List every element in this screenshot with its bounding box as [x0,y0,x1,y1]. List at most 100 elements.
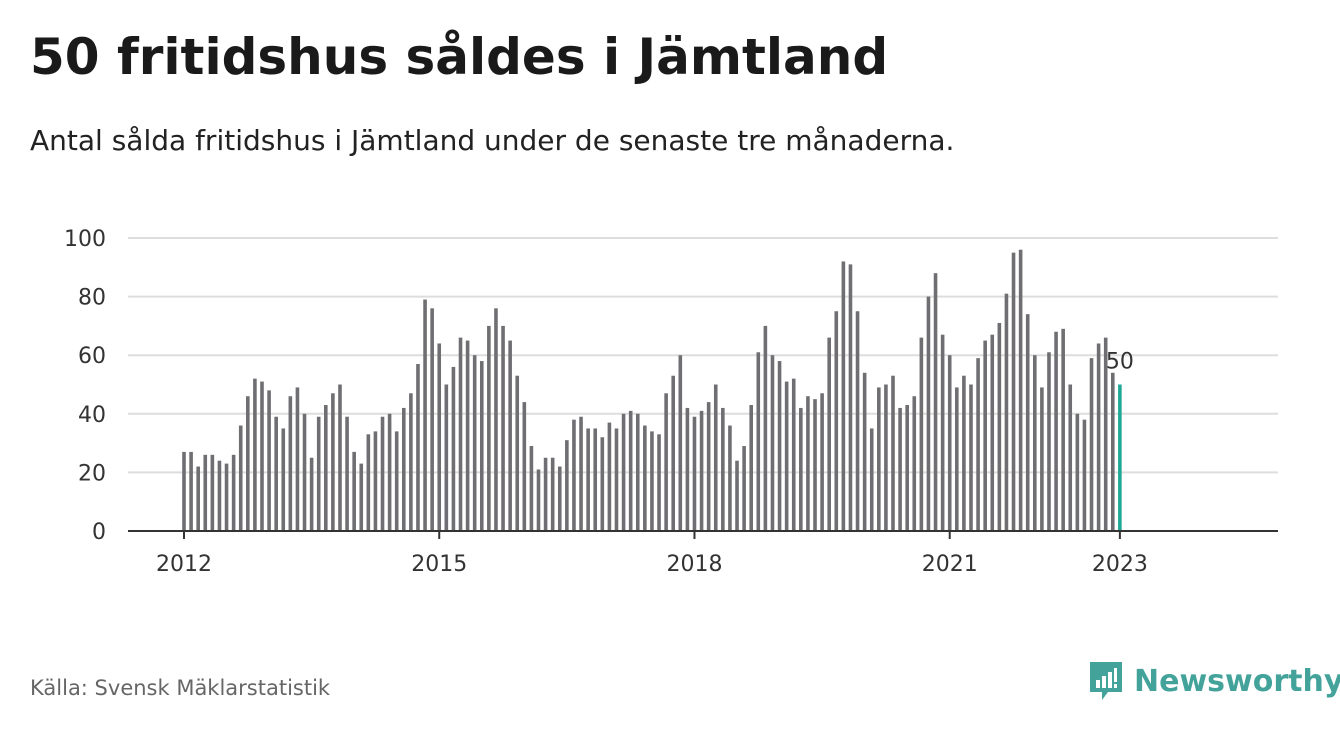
x-axis-ticks: 2012 2015 2018 2021 2023 [156,531,1148,577]
bar [862,372,867,531]
bar [699,410,704,531]
bar [387,413,392,531]
bar [593,428,598,531]
y-tick-label: 60 [78,344,106,369]
bar [331,393,335,531]
highlight-value-label: 50 [1106,350,1134,375]
bar-chart: 0 20 40 60 80 100 2012 2015 2018 2021 2023 50 [64,227,1278,577]
bar [394,431,399,531]
bar [1047,352,1051,531]
bar [458,337,463,531]
chart-subtitle: Antal sålda fritidshus i Jämtland under … [30,124,955,157]
bar [302,413,307,531]
bar [1025,314,1030,531]
x-tick-label: 2015 [411,552,467,577]
bar [898,407,902,531]
bar [494,308,498,531]
bar [834,311,839,531]
bar [557,466,562,531]
bar [643,425,647,531]
bar [756,352,761,531]
bar [401,407,406,531]
bar [260,381,264,531]
bar [947,355,952,531]
bar [685,407,690,531]
bar [1110,372,1115,531]
bar [522,402,527,531]
bar [664,393,668,531]
bar [1011,252,1016,531]
bar [628,410,633,531]
grid-lines [128,237,1278,474]
bar [508,340,512,531]
bar [940,334,945,531]
y-axis-ticks: 0 20 40 60 80 100 [64,227,106,545]
bar [799,407,803,531]
bar [827,337,831,531]
bar [706,402,711,531]
bar [955,387,959,531]
bar [1075,413,1080,531]
bar [728,425,732,531]
bar [444,384,449,531]
bar [1068,384,1073,531]
bar [203,454,208,531]
x-tick-label: 2012 [156,552,212,577]
bar [614,428,619,531]
bar [1033,355,1037,531]
bar [891,375,895,531]
bar [671,375,676,531]
x-tick-label: 2023 [1092,552,1148,577]
bar [607,422,612,531]
bar [841,261,846,531]
bar [969,384,973,531]
bar [997,322,1002,531]
newsworthy-logo-icon [1090,662,1122,700]
bar [791,378,796,531]
bar [1096,343,1101,531]
bar [806,396,810,531]
bar [529,446,534,531]
bar [820,393,824,531]
bar [749,405,753,531]
bar [692,416,697,531]
bar [976,358,980,531]
bar [345,416,349,531]
bar [784,381,789,531]
y-tick-label: 100 [64,227,106,252]
bar [536,469,541,531]
source-text: Källa: Svensk Mäklarstatistik [30,676,331,700]
bar [416,363,420,531]
bar [1061,328,1065,531]
x-tick-label: 2018 [666,552,722,577]
bar [962,375,966,531]
bar [338,384,342,531]
bar [253,378,257,531]
bar [274,416,278,531]
bar [359,463,364,531]
bar [884,384,888,531]
bar [373,431,378,531]
bar [869,428,874,531]
bar [267,390,271,531]
bar-highlight [1118,384,1122,531]
bar [231,454,236,531]
bar [1089,358,1094,531]
bar [352,451,356,531]
y-tick-label: 80 [78,286,106,311]
bar [380,416,385,531]
bar [919,337,924,531]
bars [182,249,1122,531]
bar [366,434,371,531]
bar [472,355,477,531]
bar [309,457,314,531]
bar [430,308,434,531]
bar [635,413,640,531]
bar [735,460,739,531]
bar [770,355,775,531]
bar [877,387,881,531]
bar [281,428,286,531]
bar [983,340,987,531]
bar [479,361,484,531]
bar [217,460,222,531]
